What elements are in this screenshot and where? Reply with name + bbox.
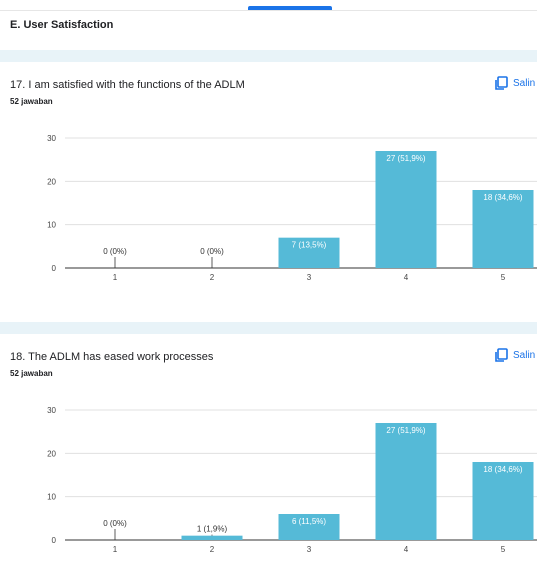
response-count: 52 jawaban bbox=[10, 97, 53, 106]
x-tick-label: 4 bbox=[404, 273, 409, 282]
data-label: 18 (34,6%) bbox=[483, 193, 522, 202]
bar-chart: 0 10 20 30 0 (0%) 1 1 (1,9%) 2 6 (11,5%) 3 27 (51,… bbox=[47, 406, 537, 554]
data-label: 0 (0%) bbox=[103, 247, 127, 256]
y-tick-label: 30 bbox=[47, 406, 56, 415]
bar bbox=[278, 237, 340, 268]
x-tick-label: 3 bbox=[307, 273, 312, 282]
y-tick-label: 30 bbox=[47, 134, 56, 143]
copy-icon bbox=[494, 348, 508, 362]
copy-icon bbox=[494, 76, 508, 90]
bar bbox=[472, 190, 534, 268]
y-tick-label: 20 bbox=[47, 449, 56, 458]
x-tick-label: 5 bbox=[501, 273, 506, 282]
question-title: 18. The ADLM has eased work processes bbox=[10, 351, 214, 363]
bar bbox=[181, 535, 243, 540]
x-tick-label: 3 bbox=[307, 545, 312, 554]
bar bbox=[375, 151, 437, 268]
data-label: 27 (51,9%) bbox=[386, 154, 425, 163]
x-tick-label: 5 bbox=[501, 545, 506, 554]
data-label: 0 (0%) bbox=[103, 519, 127, 528]
copy-label: Salin bbox=[513, 77, 536, 89]
data-label: 6 (11,5%) bbox=[292, 517, 326, 526]
question-title: 17. I am satisfied with the functions of… bbox=[10, 79, 245, 91]
top-strip bbox=[0, 0, 537, 11]
response-count: 52 jawaban bbox=[10, 369, 53, 378]
active-tab-indicator bbox=[248, 6, 332, 10]
question-card-18: 18. The ADLM has eased work processes 52… bbox=[0, 334, 537, 563]
y-tick-label: 0 bbox=[52, 536, 57, 545]
y-tick-label: 0 bbox=[52, 264, 57, 273]
y-tick-label: 20 bbox=[47, 177, 56, 186]
copy-chart-button[interactable]: Salin bbox=[494, 76, 535, 90]
data-label: 0 (0%) bbox=[200, 247, 224, 256]
copy-label: Salin bbox=[513, 349, 536, 361]
x-tick-label: 1 bbox=[113, 545, 118, 554]
data-label: 7 (13,5%) bbox=[292, 241, 327, 250]
data-label: 18 (34,6%) bbox=[483, 465, 522, 474]
section-divider bbox=[0, 50, 537, 62]
bar bbox=[472, 462, 534, 540]
bar-chart: 0 10 20 30 0 (0%) 1 0 (0%) 2 7 (13,5%) 3 27 (51,9%… bbox=[47, 134, 537, 282]
x-tick-label: 4 bbox=[404, 545, 409, 554]
question-card-17: 17. I am satisfied with the functions of… bbox=[0, 62, 537, 322]
bar bbox=[278, 514, 340, 540]
copy-chart-button[interactable]: Salin bbox=[494, 348, 535, 362]
section-divider bbox=[0, 322, 537, 334]
data-label: 1 (1,9%) bbox=[197, 525, 228, 534]
data-label: 27 (51,9%) bbox=[386, 426, 425, 435]
x-tick-label: 2 bbox=[210, 545, 215, 554]
section-title: E. User Satisfaction bbox=[10, 19, 114, 31]
x-tick-label: 1 bbox=[113, 273, 118, 282]
x-tick-label: 2 bbox=[210, 273, 215, 282]
y-tick-label: 10 bbox=[47, 221, 56, 230]
bar bbox=[375, 423, 437, 540]
y-tick-label: 10 bbox=[47, 493, 56, 502]
